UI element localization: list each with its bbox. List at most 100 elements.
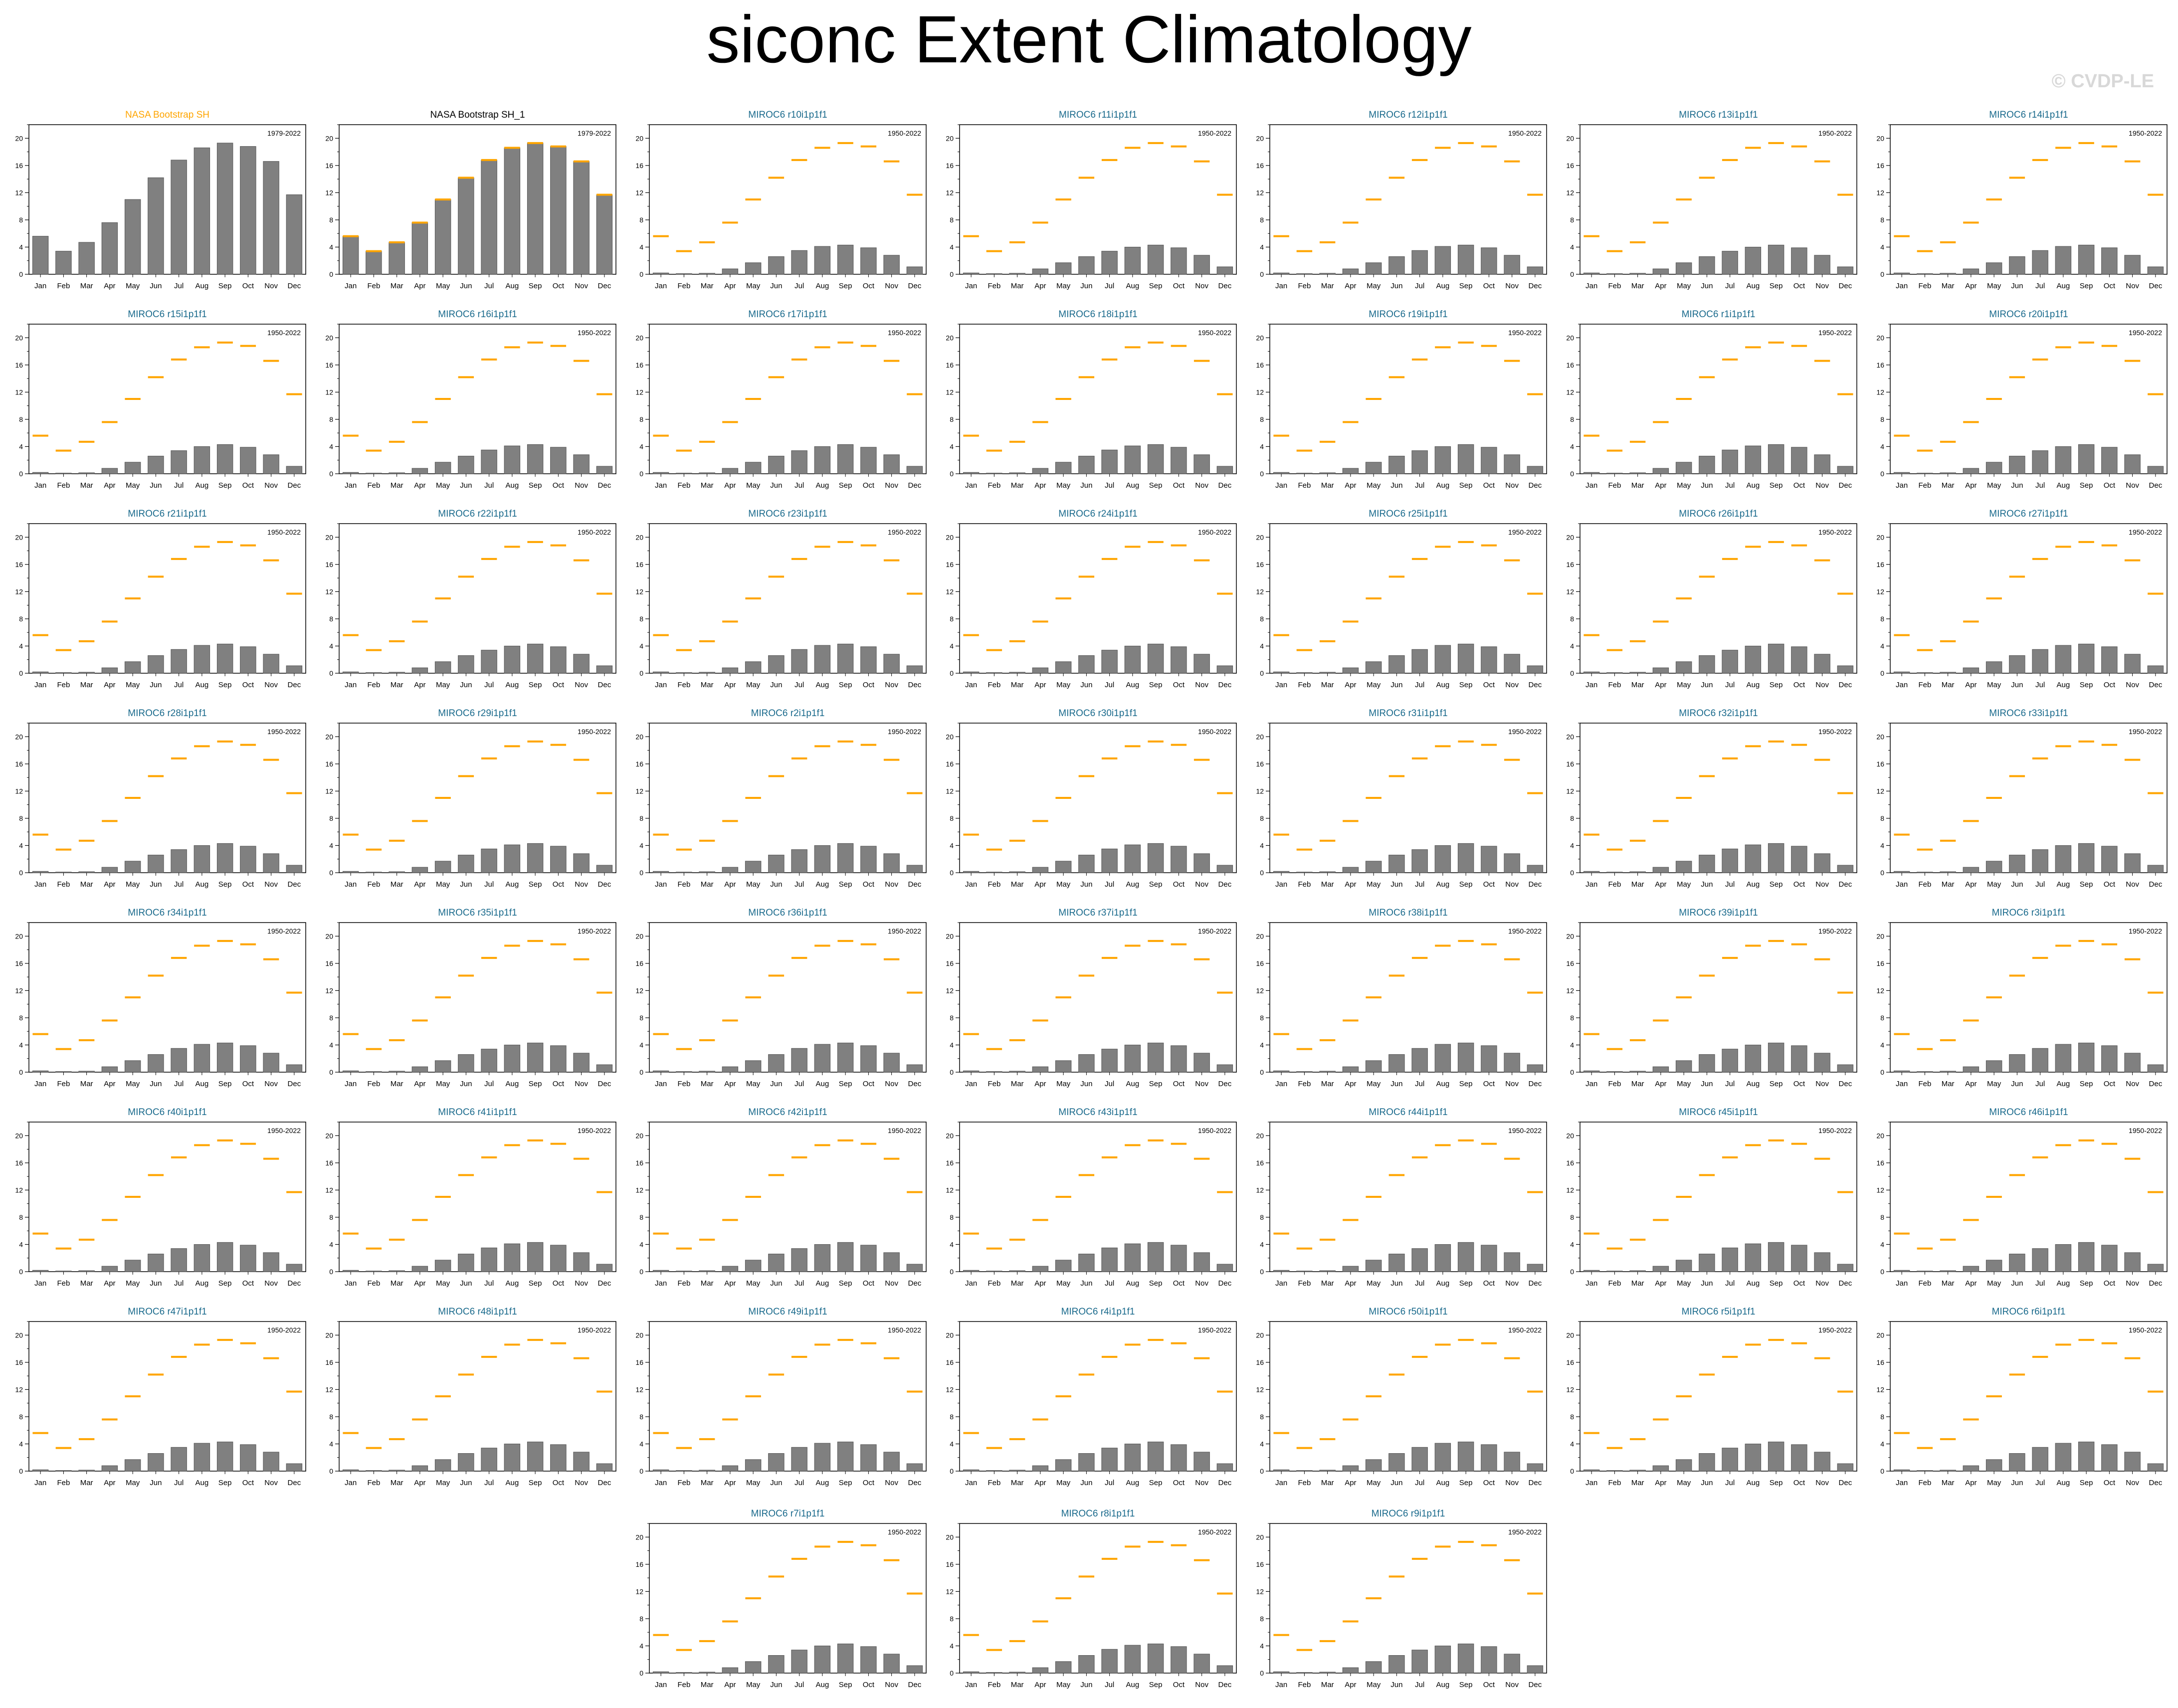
month-label: Feb [1608, 1080, 1621, 1088]
bar [1434, 845, 1451, 873]
bar [1940, 1470, 1956, 1472]
bar [1629, 672, 1646, 674]
month-label: Jan [1275, 880, 1287, 889]
panel-title: MIROC6 r3i1p1f1 [1992, 908, 2066, 918]
panel-title: MIROC6 r25i1p1f1 [1369, 509, 1447, 519]
bar [2147, 1264, 2164, 1272]
month-label: Apr [1034, 681, 1046, 689]
month-label: Feb [988, 1279, 1000, 1288]
y-tick-label: 8 [639, 216, 643, 224]
month-label: Apr [104, 1080, 115, 1088]
month-label: Apr [1965, 681, 1977, 689]
bar [1171, 1045, 1187, 1073]
bar [101, 1266, 118, 1272]
plot-frame [28, 1321, 306, 1472]
period-label: 1950-2022 [578, 1326, 611, 1334]
month-label: Jul [174, 282, 184, 290]
bar [342, 871, 359, 873]
panel-title: MIROC6 r15i1p1f1 [128, 309, 206, 320]
bar [791, 1447, 807, 1472]
bar [1009, 1672, 1025, 1674]
y-tick-label: 20 [1566, 733, 1574, 741]
month-label: Oct [863, 1080, 875, 1088]
bar [963, 1070, 980, 1073]
bar [1745, 246, 1762, 275]
month-label: Sep [1459, 681, 1473, 689]
month-label: Oct [242, 1279, 254, 1288]
month-label: May [1367, 880, 1381, 889]
period-label: 1950-2022 [2129, 129, 2162, 137]
month-label: Mar [1631, 681, 1644, 689]
bar [458, 1254, 474, 1272]
bar [1147, 444, 1164, 474]
y-tick-label: 0 [950, 869, 954, 877]
month-label: Jul [1725, 481, 1735, 490]
y-tick-label: 4 [950, 1240, 954, 1248]
bar [2032, 250, 2048, 275]
month-label: Oct [1173, 880, 1185, 889]
plot-frame [1890, 124, 2168, 275]
y-tick-label: 8 [329, 1413, 333, 1421]
y-tick-label: 16 [325, 361, 333, 369]
month-label: Apr [1655, 481, 1666, 490]
y-tick-label: 20 [1566, 932, 1574, 940]
month-label: Jan [34, 481, 46, 490]
month-label: Nov [1505, 1681, 1519, 1689]
month-label: Dec [598, 1479, 611, 1487]
month-label: Aug [506, 1279, 519, 1288]
month-label: Dec [2149, 282, 2163, 290]
y-tick-label: 8 [19, 1014, 23, 1022]
month-label: Mar [391, 681, 403, 689]
y-tick-label: 12 [1566, 986, 1574, 994]
bar [906, 1665, 923, 1674]
month-label: Feb [1918, 1279, 1931, 1288]
period-label: 1950-2022 [2129, 1326, 2162, 1334]
month-label: Feb [1608, 481, 1621, 490]
month-label: Mar [1942, 481, 1955, 490]
bar [1032, 268, 1049, 275]
panel-title: MIROC6 r1i1p1f1 [1682, 309, 1756, 320]
bar [78, 871, 95, 873]
bar [814, 246, 831, 275]
bar [699, 1470, 715, 1472]
month-label: Apr [104, 282, 115, 290]
y-tick-label: 12 [15, 1385, 23, 1393]
month-label: Apr [1965, 1279, 1977, 1288]
month-label: Nov [1505, 1279, 1519, 1288]
y-tick-label: 16 [1876, 162, 1884, 170]
y-tick-label: 12 [946, 787, 954, 795]
month-label: Oct [1793, 1080, 1805, 1088]
month-label: Apr [724, 282, 736, 290]
month-label: Apr [414, 1479, 425, 1487]
bar [1171, 846, 1187, 873]
y-tick-label: 4 [639, 642, 643, 650]
bar [596, 194, 613, 275]
month-label: Apr [1345, 1279, 1356, 1288]
bar [837, 1242, 854, 1272]
bar [1032, 1465, 1049, 1472]
bar [1009, 672, 1025, 674]
y-tick-label: 4 [950, 243, 954, 251]
month-label: Aug [816, 681, 829, 689]
y-tick-label: 20 [1256, 932, 1264, 940]
month-label: Dec [1529, 1479, 1542, 1487]
bar [1411, 649, 1428, 674]
month-label: Jul [484, 1279, 494, 1288]
bar [883, 853, 900, 873]
month-label: Aug [1436, 1479, 1450, 1487]
month-label: Jul [2035, 1279, 2045, 1288]
bar [837, 1441, 854, 1472]
bar [1101, 1649, 1118, 1674]
y-tick-label: 12 [946, 189, 954, 196]
bar [286, 665, 303, 674]
month-label: Feb [1918, 481, 1931, 490]
bar [1411, 1447, 1428, 1472]
plot-frame [339, 1321, 616, 1472]
period-label: 1950-2022 [1818, 329, 1852, 337]
month-label: Jul [484, 681, 494, 689]
bar [745, 661, 762, 674]
